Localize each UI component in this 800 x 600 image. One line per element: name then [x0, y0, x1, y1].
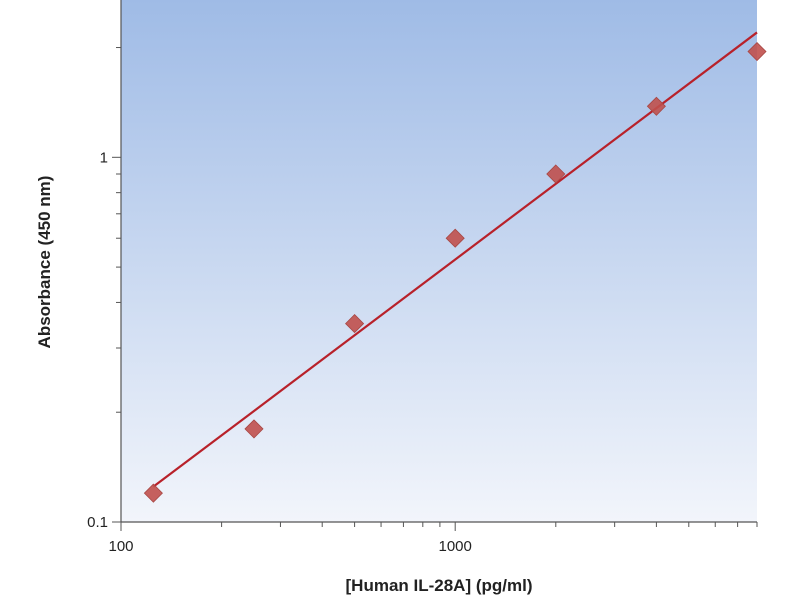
y-axis-title: Absorbance (450 nm): [35, 176, 54, 349]
data-point: [244, 419, 264, 439]
data-point: [646, 96, 666, 116]
data-point: [143, 483, 163, 503]
x-axis-title: [Human IL-28A] (pg/ml): [346, 576, 533, 595]
data-point: [546, 164, 566, 184]
x-tick-label: 1000: [439, 538, 472, 555]
data-point: [445, 228, 465, 248]
y-tick-label: 1: [100, 149, 108, 166]
plot-area: [121, 0, 757, 522]
data-points: [143, 41, 767, 503]
axes: 100 1000 0.1 1: [87, 0, 758, 555]
data-point: [747, 41, 767, 62]
data-point: [345, 314, 365, 334]
y-tick-label: 0.1: [87, 514, 108, 531]
x-tick-label: 100: [108, 538, 133, 555]
